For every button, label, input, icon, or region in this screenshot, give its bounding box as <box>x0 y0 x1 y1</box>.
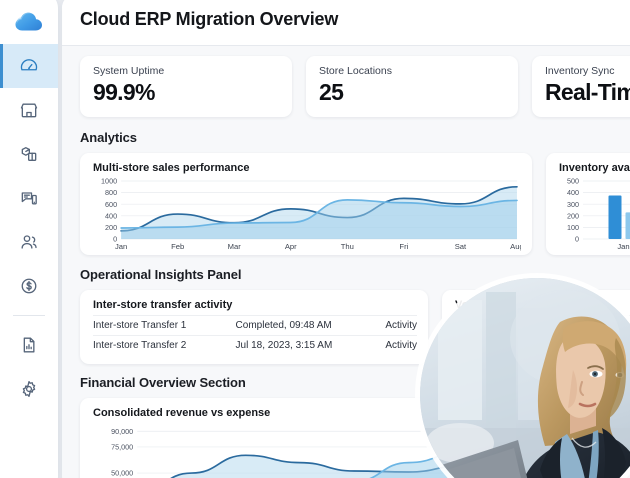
analytics-row: Multi-store sales performance 0 200 400 600… <box>80 153 630 255</box>
store-icon <box>20 103 38 118</box>
activity-link[interactable]: Activity <box>365 315 417 336</box>
section-title-financial: Financial Overview Section <box>80 375 246 390</box>
svg-text:50,000: 50,000 <box>111 469 133 478</box>
sidebar-item-settings[interactable] <box>0 367 58 411</box>
svg-text:Fri: Fri <box>399 242 408 251</box>
sidebar-item-dashboard[interactable] <box>0 44 58 88</box>
svg-text:200: 200 <box>105 223 117 232</box>
activity-link[interactable]: Activity <box>365 335 417 355</box>
svg-text:800: 800 <box>105 188 117 197</box>
svg-text:90,000: 90,000 <box>111 427 133 436</box>
businesswoman-at-laptop-photo <box>420 278 630 478</box>
transfer-status: Jul 18, 2023, 3:15 AM <box>235 335 366 355</box>
svg-text:400: 400 <box>105 211 117 220</box>
presenter-photo <box>420 278 630 478</box>
transfer-name: Inter-store Transfer 2 <box>93 335 236 355</box>
svg-text:Jan: Jan <box>115 242 127 251</box>
sidebar-nav <box>0 44 58 411</box>
svg-text:600: 600 <box>105 200 117 209</box>
svg-text:0: 0 <box>575 235 579 244</box>
gear-icon <box>22 381 36 397</box>
panel-inventory-availability: Inventory availability 0 100 200 300 400 500 J… <box>546 153 630 255</box>
kpi-label: Store Locations <box>319 65 392 77</box>
svg-text:100: 100 <box>567 223 579 232</box>
kpi-card-store-locations: Store Locations 25 <box>306 56 518 117</box>
transfer-activity-table: Inter-store Transfer 1 Completed, 09:48 … <box>93 315 417 355</box>
kpi-label: System Uptime <box>93 65 165 77</box>
sidebar <box>0 0 58 478</box>
sidebar-item-devices[interactable] <box>0 176 58 220</box>
cloud-icon <box>15 12 42 31</box>
sidebar-item-stores[interactable] <box>0 88 58 132</box>
sidebar-item-finance[interactable] <box>0 264 58 308</box>
table-row[interactable]: Inter-store Transfer 2 Jul 18, 2023, 3:1… <box>93 335 417 355</box>
svg-text:300: 300 <box>567 200 579 209</box>
svg-text:500: 500 <box>567 178 579 186</box>
kpi-value: Real-Time <box>545 79 630 105</box>
svg-text:Feb: Feb <box>171 242 184 251</box>
svg-text:400: 400 <box>567 188 579 197</box>
panel-transfer-activity: Inter-store transfer activity Inter-stor… <box>80 290 428 364</box>
svg-text:Thu: Thu <box>341 242 354 251</box>
table-row[interactable]: Inter-store Transfer 1 Completed, 09:48 … <box>93 315 417 336</box>
panel-sales-performance: Multi-store sales performance 0 200 400 600… <box>80 153 532 255</box>
report-document-icon <box>23 337 35 353</box>
topbar: Cloud ERP Migration Overview <box>62 0 630 46</box>
app-logo[interactable] <box>0 0 58 44</box>
panel-title: Inter-store transfer activity <box>93 299 233 311</box>
panel-title: Inventory availability <box>559 162 630 174</box>
svg-text:Apr: Apr <box>285 242 297 251</box>
gauge-dashboard-icon <box>20 59 38 71</box>
transfer-name: Inter-store Transfer 1 <box>93 315 236 336</box>
dollar-circle-icon <box>21 278 37 294</box>
boxes-packages-icon <box>21 147 37 161</box>
kpi-value: 25 <box>319 79 344 105</box>
kpi-row: System Uptime 99.9% Store Locations 25 I… <box>80 56 630 117</box>
sidebar-item-users[interactable] <box>0 220 58 264</box>
chart-inventory-availability: 0100200300400500JanFeb <box>559 178 630 252</box>
sidebar-item-reports[interactable] <box>0 323 58 367</box>
svg-text:0: 0 <box>113 235 117 244</box>
devices-icon <box>21 192 37 205</box>
kpi-value: 99.9% <box>93 79 155 105</box>
users-icon <box>21 235 37 249</box>
panel-title: Multi-store sales performance <box>93 162 250 174</box>
svg-text:Jan: Jan <box>617 242 629 251</box>
sidebar-divider <box>13 315 45 316</box>
page-title: Cloud ERP Migration Overview <box>80 9 339 29</box>
svg-text:200: 200 <box>567 211 579 220</box>
panel-title: Consolidated revenue vs expense <box>93 407 271 419</box>
kpi-card-system-uptime: System Uptime 99.9% <box>80 56 292 117</box>
transfer-status: Completed, 09:48 AM <box>235 315 366 336</box>
sidebar-item-inventory[interactable] <box>0 132 58 176</box>
section-title-operational: Operational Insights Panel <box>80 267 242 282</box>
svg-text:Sat: Sat <box>455 242 467 251</box>
main-panel: Cloud ERP Migration Overview System Upti… <box>62 0 630 478</box>
kpi-card-inventory-sync: Inventory Sync Real-Time <box>532 56 630 117</box>
chart-sales-performance: 0 200 400 600 800 1000 Jan Feb Mar Apr Thu Fri Sat Au… <box>93 178 521 252</box>
svg-text:Aug: Aug <box>510 242 521 251</box>
section-title-analytics: Analytics <box>80 130 137 145</box>
kpi-label: Inventory Sync <box>545 65 615 77</box>
svg-text:1000: 1000 <box>101 178 117 186</box>
svg-text:75,000: 75,000 <box>111 443 133 452</box>
svg-text:Mar: Mar <box>228 242 242 251</box>
